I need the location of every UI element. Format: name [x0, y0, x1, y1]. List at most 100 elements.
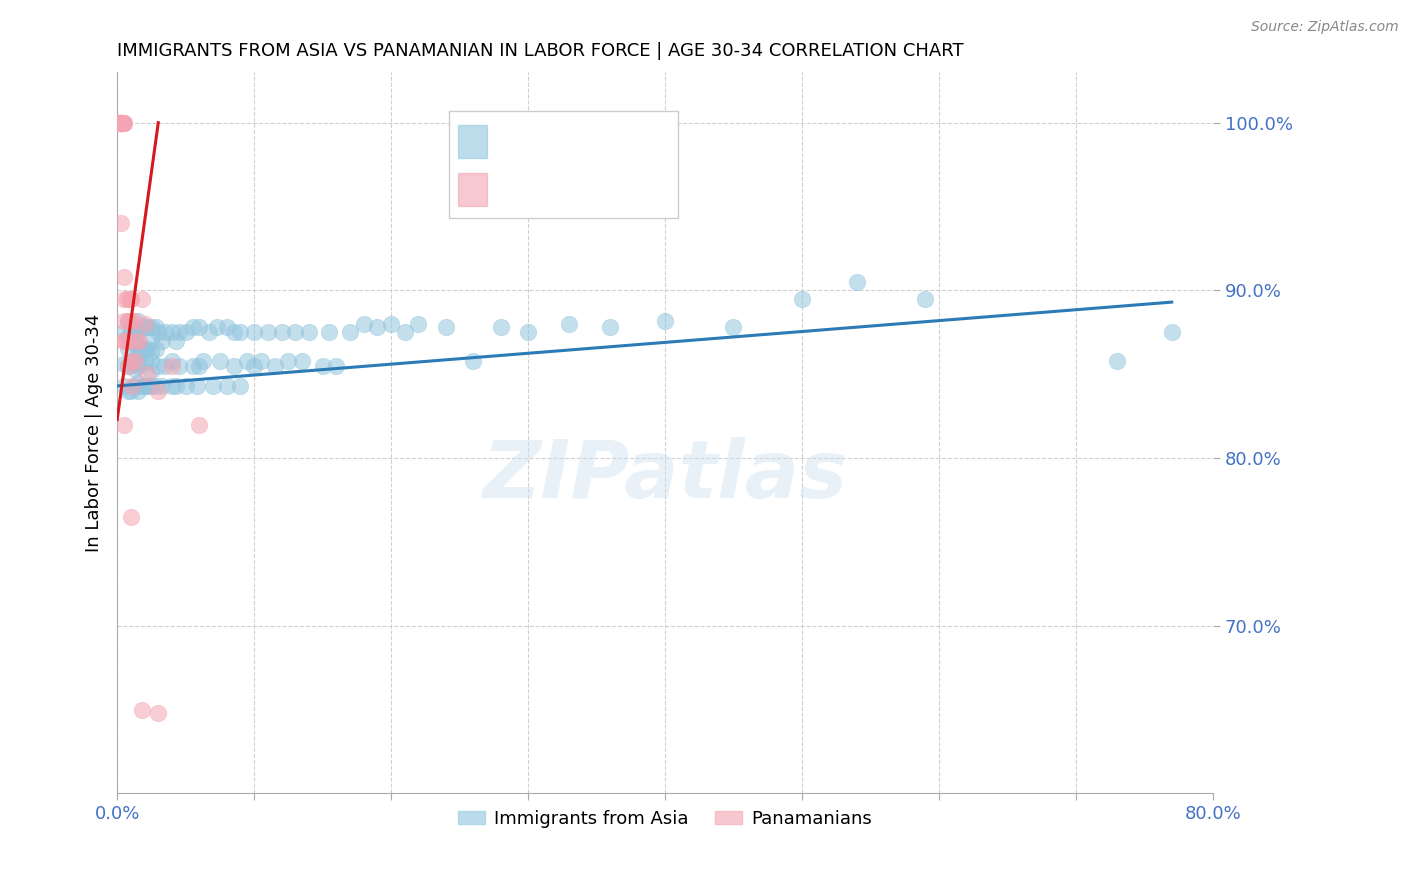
Point: [160, 359, 183, 373]
Point: [112, 357, 135, 371]
Point: [131, 702, 153, 716]
Point: [124, 326, 146, 340]
Point: [112, 116, 135, 130]
Point: [120, 326, 142, 340]
Point: [141, 353, 163, 368]
Point: [270, 326, 292, 340]
Point: [141, 379, 163, 393]
Point: [145, 320, 167, 334]
Point: [198, 326, 221, 340]
Point: [134, 342, 156, 356]
Point: [128, 334, 150, 348]
Point: [394, 326, 416, 340]
Point: [215, 320, 238, 334]
Point: [148, 359, 170, 373]
Point: [105, 116, 128, 130]
Point: [256, 326, 278, 340]
Point: [120, 292, 142, 306]
Point: [284, 326, 307, 340]
Point: [243, 359, 266, 373]
Point: [160, 326, 183, 340]
Point: [105, 116, 128, 130]
Point: [127, 347, 149, 361]
Point: [108, 116, 131, 130]
Point: [111, 116, 134, 130]
Legend: Immigrants from Asia, Panamanians: Immigrants from Asia, Panamanians: [450, 802, 880, 835]
Point: [150, 334, 173, 348]
Point: [243, 326, 266, 340]
Point: [222, 359, 245, 373]
Point: [111, 116, 134, 130]
Point: [1160, 326, 1182, 340]
Point: [122, 379, 145, 393]
Point: [112, 334, 135, 348]
Point: [165, 379, 187, 393]
Point: [150, 379, 173, 393]
Point: [434, 320, 457, 334]
Point: [215, 379, 238, 393]
Point: [339, 326, 361, 340]
Point: [186, 379, 208, 393]
Point: [134, 317, 156, 331]
Point: [127, 337, 149, 351]
Point: [311, 359, 333, 373]
Point: [141, 320, 163, 334]
Point: [174, 326, 197, 340]
Point: [318, 326, 340, 340]
Point: [141, 334, 163, 348]
Point: [108, 116, 131, 130]
Point: [366, 320, 388, 334]
Point: [229, 326, 252, 340]
Point: [127, 376, 149, 390]
Point: [118, 292, 141, 306]
Point: [105, 116, 128, 130]
Point: [105, 116, 128, 130]
Point: [115, 334, 138, 348]
Point: [148, 384, 170, 398]
Text: Source: ZipAtlas.com: Source: ZipAtlas.com: [1251, 20, 1399, 34]
Point: [558, 317, 581, 331]
Point: [121, 379, 143, 393]
Point: [153, 326, 176, 340]
Point: [110, 116, 132, 130]
Point: [108, 116, 131, 130]
Point: [136, 342, 159, 356]
Point: [117, 313, 139, 327]
Point: [165, 334, 187, 348]
Point: [120, 313, 142, 327]
Point: [145, 342, 167, 356]
Point: [298, 326, 321, 340]
Point: [134, 379, 156, 393]
Point: [131, 320, 153, 334]
Point: [489, 320, 512, 334]
Point: [105, 116, 128, 130]
Point: [117, 313, 139, 327]
Point: [105, 116, 128, 130]
Point: [723, 320, 745, 334]
Point: [236, 353, 259, 368]
Point: [174, 379, 197, 393]
Point: [148, 706, 170, 720]
Point: [188, 417, 211, 432]
Point: [205, 320, 228, 334]
Point: [110, 116, 132, 130]
Point: [112, 326, 135, 340]
Point: [160, 379, 183, 393]
Point: [117, 330, 139, 344]
Point: [160, 353, 183, 368]
Point: [131, 292, 153, 306]
Point: [131, 342, 153, 356]
Point: [193, 353, 215, 368]
Point: [229, 379, 252, 393]
Point: [108, 116, 131, 130]
Point: [599, 320, 621, 334]
Point: [112, 313, 135, 327]
Point: [517, 326, 540, 340]
Point: [110, 116, 132, 130]
Point: [408, 317, 430, 331]
Point: [120, 384, 142, 398]
Point: [291, 353, 314, 368]
Point: [1105, 353, 1128, 368]
Point: [117, 384, 139, 398]
Point: [202, 379, 225, 393]
